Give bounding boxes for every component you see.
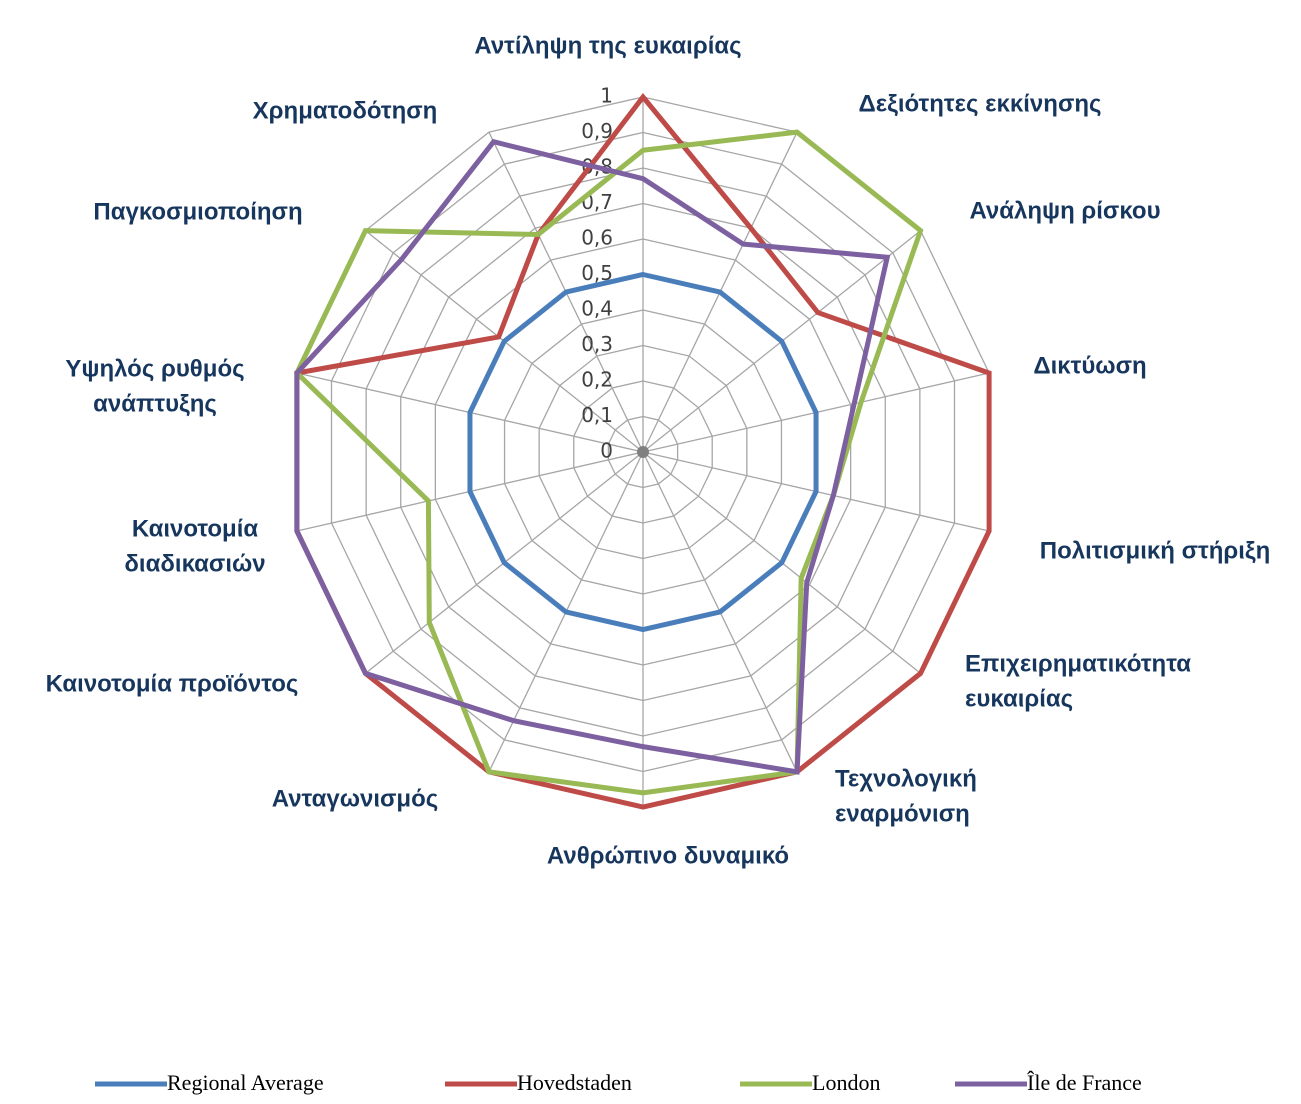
series-line (293, 129, 924, 796)
series-line (467, 271, 819, 633)
axis-label: Αντίληψη της ευκαιρίας (474, 32, 741, 59)
tick-label: 0,9 (581, 119, 613, 143)
axis-label: Δεξιότητες εκκίνησης (859, 90, 1102, 117)
legend-label: Regional Average (167, 1070, 324, 1095)
axis-label: Ανταγωνισμός (272, 785, 438, 812)
axis-label: διαδικασιών (124, 550, 265, 577)
center (637, 446, 649, 458)
axis-label: ανάπτυξης (93, 390, 217, 417)
axis-label: Ανάληψη ρίσκου (969, 197, 1160, 224)
axis-label: Πολιτισμική στήριξη (1040, 537, 1271, 564)
series-line (294, 92, 992, 810)
tick-label: 0 (600, 439, 613, 463)
axis-label: Καινοτομία προϊόντος (46, 670, 299, 697)
tick-label: 0,1 (581, 403, 613, 427)
tick-label: 0,2 (581, 368, 613, 392)
tick-label: 0,6 (581, 226, 613, 250)
axis-label: Καινοτομία (132, 515, 259, 542)
axis-label: Επιχειρηματικότητα (965, 650, 1191, 677)
legend-label: London (812, 1070, 880, 1095)
axis-label: ευκαιρίας (965, 685, 1073, 712)
legend-label: Hovedstaden (517, 1070, 632, 1095)
axis-label: Ανθρώπινο δυναμικό (547, 842, 789, 869)
axis-label: Χρηματοδότηση (253, 97, 438, 124)
tick-label: 1 (600, 84, 613, 108)
tick-label: 0,3 (581, 332, 613, 356)
tick-label: 0,4 (581, 297, 613, 321)
axis-label: Δικτύωση (1033, 352, 1146, 379)
axis-label: Τεχνολογική (835, 765, 977, 792)
legend-label: Île de France (1027, 1070, 1142, 1095)
series-line (294, 138, 891, 775)
axis-label: Υψηλός ρυθμός (65, 355, 244, 382)
axis-label: εναρμόνιση (835, 800, 970, 827)
axis-label: Παγκοσμιοποίηση (93, 198, 302, 225)
